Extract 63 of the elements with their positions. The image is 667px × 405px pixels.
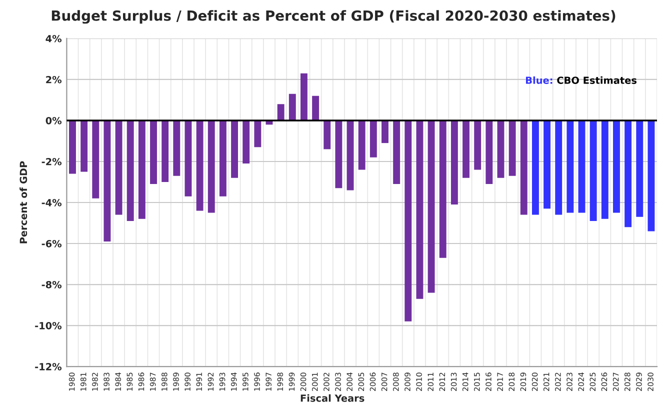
bar: [613, 120, 620, 213]
bar: [69, 120, 76, 174]
bar: [648, 120, 655, 232]
bar: [404, 120, 412, 322]
bar: [450, 120, 458, 205]
bar: [382, 120, 388, 144]
bar: [277, 104, 284, 120]
bar: [138, 120, 146, 219]
bar: [254, 120, 262, 148]
bar: [508, 120, 516, 176]
bar: [242, 120, 250, 164]
bar: [462, 120, 470, 178]
bar: [532, 120, 539, 215]
bar: [126, 120, 134, 221]
bar: [578, 120, 586, 213]
bar: [115, 120, 122, 215]
bar: [590, 120, 597, 221]
bar: [150, 120, 157, 184]
y-tick-label: -6%: [42, 240, 62, 248]
bar: [636, 120, 644, 217]
bar: [624, 120, 632, 228]
y-tick-label: 4%: [46, 34, 62, 42]
bar: [312, 96, 320, 120]
bar: [335, 120, 342, 188]
bar: [520, 120, 528, 215]
bar: [104, 120, 111, 242]
bar: [416, 120, 424, 299]
y-tick-label: 0%: [46, 116, 62, 124]
bar: [601, 120, 608, 219]
bar: [231, 120, 238, 178]
bar: [80, 120, 88, 172]
bar: [474, 120, 482, 170]
y-tick-label: -4%: [42, 198, 62, 206]
y-tick-label: -12%: [35, 363, 62, 370]
bar: [92, 120, 100, 198]
bar: [566, 120, 574, 213]
bar: [196, 120, 204, 211]
bar: [393, 120, 400, 184]
bar: [358, 120, 366, 170]
bar: [555, 120, 562, 215]
bar: [173, 120, 180, 176]
x-axis-title: Fiscal Years: [300, 394, 364, 402]
bar: [370, 120, 377, 158]
y-axis-title: Percent of GDP: [20, 161, 28, 244]
bar: [486, 120, 493, 184]
bar: [288, 94, 296, 120]
bar: [219, 120, 226, 196]
bar: [439, 120, 446, 258]
bar: [324, 120, 331, 150]
bar: [184, 120, 192, 196]
y-tick-label: -10%: [35, 322, 62, 330]
bar: [544, 120, 551, 209]
annotation: Blue: CBO Estimates: [526, 76, 637, 84]
bar: [346, 120, 354, 190]
bar: [208, 120, 215, 213]
bar: [300, 73, 308, 120]
y-tick-label: -2%: [42, 158, 62, 166]
bar: [497, 120, 504, 178]
chart-title: Budget Surplus / Deficit as Percent of GDP (Fiscal 2020-2030 estimates): [52, 10, 616, 24]
y-tick-label: 2%: [46, 76, 62, 84]
bar: [162, 120, 169, 182]
bar: [428, 120, 435, 293]
y-tick-label: -8%: [42, 280, 62, 288]
